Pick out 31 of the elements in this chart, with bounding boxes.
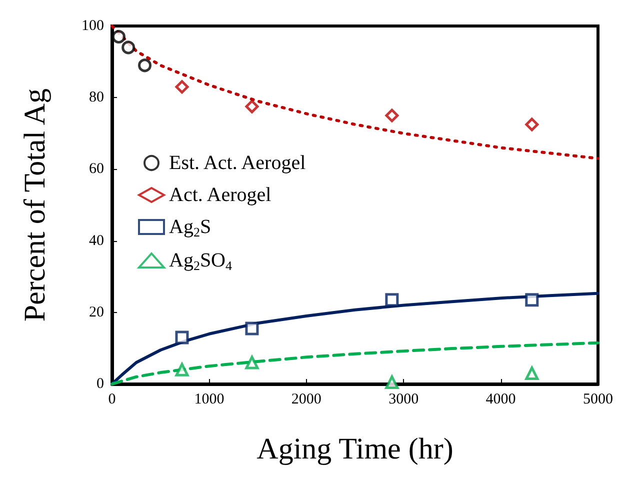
y-tick-label: 40 (89, 232, 104, 249)
legend-label: Est. Act. Aerogel (169, 152, 306, 174)
point (175, 80, 189, 94)
x-tick-label: 2000 (291, 392, 322, 408)
point (245, 322, 259, 336)
point (385, 375, 399, 389)
point (175, 362, 189, 376)
x-tick-label: 1000 (194, 392, 224, 408)
y-tick-label: 20 (89, 304, 104, 320)
y-tick-label: 60 (89, 161, 104, 178)
point (525, 293, 539, 307)
x-tick-label: 4000 (486, 392, 516, 408)
legend-label: Act. Aerogel (169, 184, 272, 206)
y-tick-label: 0 (96, 376, 104, 392)
y-axis-title: Percent of Total Ag (18, 88, 52, 322)
point (138, 58, 152, 72)
x-tick-label: 0 (108, 392, 116, 408)
x-tick-label: 5000 (583, 392, 613, 408)
y-tick-label: 80 (89, 90, 104, 106)
point (385, 293, 399, 307)
x-tick-label: 3000 (388, 392, 419, 408)
point (525, 118, 539, 132)
x-axis-title: Aging Time (hr) (256, 432, 454, 466)
point (122, 40, 136, 54)
point (245, 100, 259, 114)
point (112, 30, 126, 44)
point (385, 108, 399, 122)
point (175, 330, 189, 344)
point (525, 366, 539, 380)
point (245, 356, 259, 370)
y-tick-label: 100 (82, 18, 104, 34)
